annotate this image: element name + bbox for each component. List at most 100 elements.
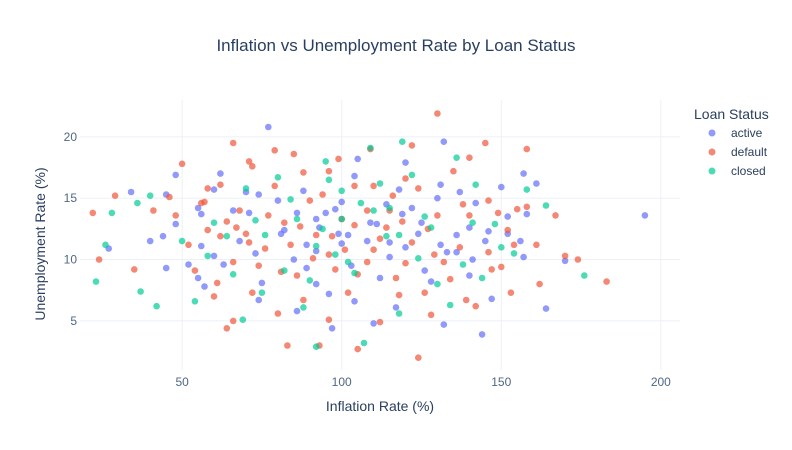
data-point-closed [472,181,480,188]
data-point-default [296,223,304,230]
data-point-active [201,283,208,290]
data-point-active [172,220,179,228]
data-point-active [456,188,464,196]
data-point-active [325,290,333,298]
data-point-active [485,228,492,235]
data-point-default [245,158,253,165]
data-point-active [399,210,406,218]
data-point-closed [344,258,352,266]
data-point-active [367,219,374,226]
data-point-active [427,278,435,285]
data-point-default [482,139,489,147]
data-point-active [236,237,243,245]
data-point-closed [360,339,368,347]
x-tick-label: 150 [491,375,511,389]
data-point-closed [242,185,250,192]
data-point-default [166,193,173,201]
data-point-default [341,246,349,253]
data-point-default [293,272,301,279]
data-point-active [312,215,320,223]
data-point-default [312,231,320,239]
data-point-active [437,181,444,188]
data-point-default [494,209,502,217]
data-point-active [172,171,179,179]
data-point-closed [421,213,429,220]
data-point-closed [191,298,199,305]
data-point-closed [542,202,550,209]
data-point-closed [108,209,116,217]
data-point-closed [446,301,454,309]
legend-item-active[interactable]: active [708,126,763,140]
data-point-active [252,250,259,257]
legend-item-default[interactable]: default [708,145,768,159]
data-point-default [249,163,256,170]
data-point-default [150,207,157,214]
data-point-active [561,257,569,265]
data-point-closed [274,174,282,181]
data-point-default [335,155,342,163]
data-point-default [131,266,138,273]
data-point-active [194,274,202,282]
data-point-active [440,321,448,328]
series-active [105,123,649,338]
data-point-default [344,289,352,297]
data-point-default [325,167,333,175]
data-point-default [399,218,406,225]
data-point-active [542,305,550,312]
data-point-closed [146,192,154,199]
data-point-active [328,325,336,332]
data-point-default [510,241,518,249]
x-tick-label: 50 [175,375,189,389]
data-point-active [312,280,320,288]
x-tick-label: 200 [651,375,671,389]
data-point-active [453,231,460,239]
data-point-default [459,201,467,208]
data-point-closed [258,289,266,297]
data-point-closed [357,199,365,207]
data-point-active [437,241,444,249]
data-point-default [245,239,253,246]
data-point-default [466,154,473,161]
data-point-default [440,258,448,266]
data-point-default [485,248,492,256]
data-point-active [370,320,377,327]
data-point-active [520,170,527,177]
data-point-active [392,304,400,311]
data-point-default [325,316,333,324]
data-point-default [370,182,377,190]
data-point-default [574,256,582,263]
data-point-default [450,167,457,175]
data-point-closed [338,215,346,223]
data-point-active [303,241,310,249]
data-point-default [89,209,97,217]
data-point-default [513,205,521,213]
data-point-default [408,239,416,246]
data-point-active [351,172,358,180]
data-point-default [319,191,326,198]
data-point-default [217,181,224,188]
data-point-active [363,237,371,245]
data-point-default [507,289,515,297]
data-point-default [265,212,272,219]
legend-item-closed[interactable]: closed [708,164,766,178]
data-point-closed [312,242,320,250]
grid-layer [80,100,680,370]
data-point-default [290,150,298,158]
data-point-closed [210,219,218,226]
data-point-closed [399,138,406,145]
data-point-active [293,307,301,315]
data-point-default [462,296,470,304]
data-point-active [488,295,496,303]
data-point-closed [322,158,330,165]
data-point-default [261,245,269,252]
data-point-default [95,256,103,263]
data-point-default [325,251,333,258]
data-point-active [162,264,170,272]
data-point-closed [581,272,588,279]
data-point-active [281,226,288,234]
data-point-closed [261,231,269,239]
x-axis-title: Inflation Rate (%) [326,398,434,414]
data-point-default [415,354,422,362]
data-point-default [233,224,240,231]
data-point-default [498,263,505,271]
